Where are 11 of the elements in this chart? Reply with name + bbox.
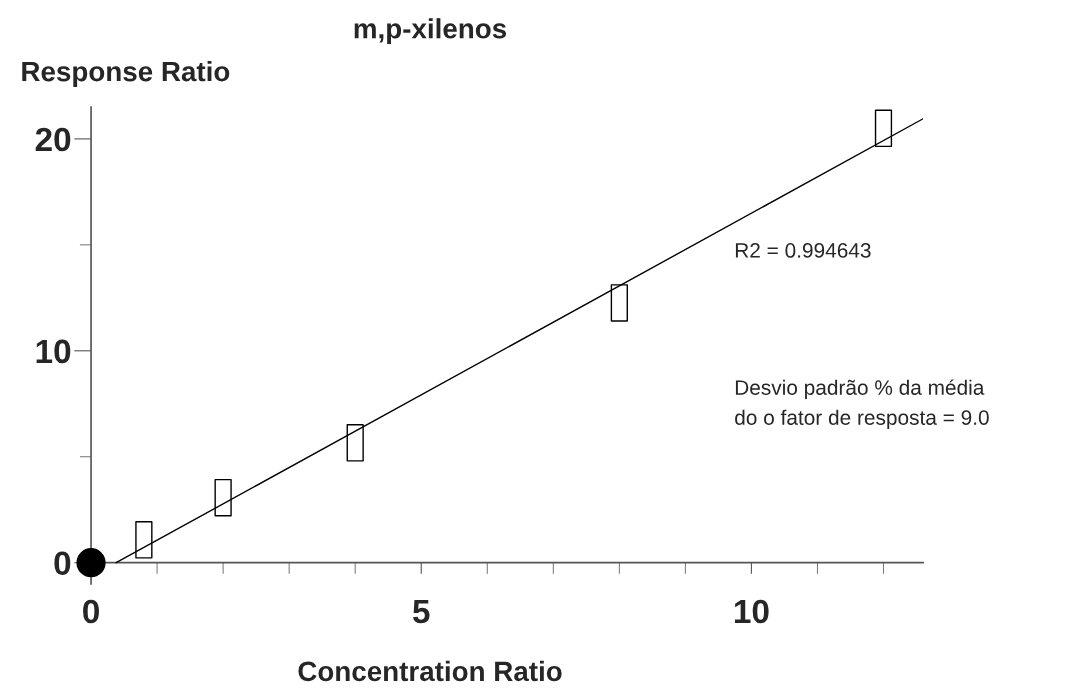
x-tick-label: 0 (83, 599, 99, 624)
x-tick-label: 10 (734, 599, 769, 624)
x-tick-label: 5 (412, 600, 430, 624)
y-tick-label: 20 (35, 127, 71, 152)
y-tick-label: 10 (36, 339, 71, 364)
annotation: R2 = 0.994643 (735, 243, 871, 258)
x-axis-title: Concentration Ratio (298, 660, 562, 682)
annotation: Desvio padrão % da média do o fator de resposta = 9.0 (735, 379, 989, 430)
chart-title: m,p-xilenos (354, 18, 507, 45)
y-axis-title: Response Ratio (22, 60, 230, 87)
y-tick-label: 0 (54, 551, 71, 576)
